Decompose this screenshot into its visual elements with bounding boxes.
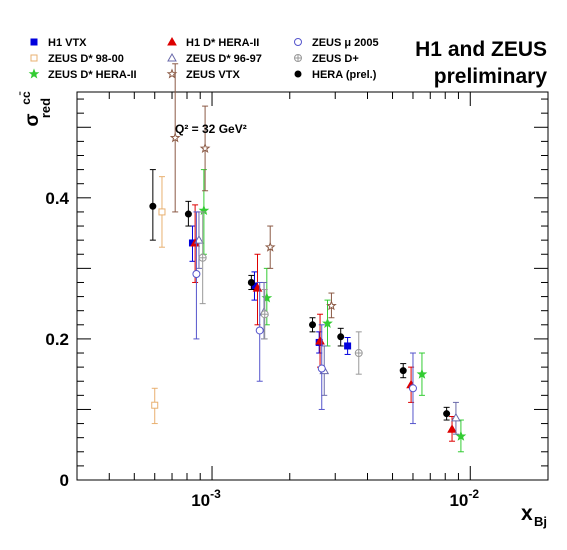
data-point — [455, 430, 467, 441]
legend-item-zeus-d-hera-ii: ZEUS D* HERA-II — [28, 68, 137, 81]
data-point — [169, 132, 181, 143]
data-point — [447, 424, 457, 433]
legend-label: ZEUS μ 2005 — [312, 37, 379, 49]
data-point — [344, 342, 352, 350]
legend-item-hera-prel: HERA (prel.) — [294, 69, 377, 81]
svg-text:red: red — [38, 98, 53, 118]
x-axis-label: x Bj — [521, 502, 547, 529]
series-zeus-d-98-00 — [151, 176, 166, 425]
data-point — [264, 241, 276, 252]
legend-marker — [30, 38, 38, 46]
data-point — [322, 317, 333, 328]
data-point — [326, 300, 337, 311]
data-points — [149, 63, 467, 453]
series-zeus-d — [198, 211, 363, 375]
legend-item-zeus-d-96-97: ZEUS D* 96-97 — [167, 52, 262, 65]
legend-marker — [294, 38, 302, 46]
data-point — [260, 310, 269, 319]
legend-item-h1-d-hera-ii: H1 D* HERA-II — [167, 36, 259, 49]
data-point — [151, 401, 159, 409]
legend-marker — [167, 52, 177, 62]
legend-label: H1 VTX — [48, 37, 87, 49]
data-point — [184, 210, 192, 218]
series-h1-d-hera-ii — [190, 204, 457, 442]
data-point — [416, 368, 428, 379]
data-point — [317, 364, 326, 373]
q2-annotation: Q² = 32 GeV² — [175, 122, 247, 136]
data-point — [399, 367, 407, 375]
legend-item-h1-vtx: H1 VTX — [30, 37, 87, 49]
legend-label: HERA (prel.) — [312, 69, 377, 81]
data-point — [158, 208, 166, 216]
x-axis-label-main: x — [521, 502, 533, 525]
legend-item-zeus-d: ZEUS D+ — [294, 53, 359, 65]
data-point — [198, 204, 210, 216]
legend-marker — [294, 70, 302, 78]
y-axis-label-sub: red — [38, 98, 53, 118]
data-point — [192, 270, 201, 279]
data-point — [408, 384, 417, 393]
data-point — [337, 333, 345, 341]
x-tick-label: 10-2 — [449, 487, 479, 510]
y-axis-label-sup: cc̄ — [19, 91, 33, 105]
series-zeus-vtx — [169, 63, 337, 319]
data-point — [354, 349, 363, 358]
legend-marker — [167, 36, 177, 46]
series-zeus-2005 — [192, 211, 417, 425]
data-point — [149, 202, 157, 210]
chart-title-line-2: preliminary — [434, 65, 548, 88]
legend-marker — [30, 54, 38, 62]
data-point — [443, 410, 451, 418]
y-tick-label: 0 — [60, 471, 69, 490]
svg-text:cc̄: cc̄ — [19, 91, 33, 105]
y-axis-label: σ red cc̄ — [19, 91, 53, 126]
data-point — [199, 142, 211, 153]
legend-label: ZEUS D* HERA-II — [48, 69, 137, 81]
legend-label: H1 D* HERA-II — [186, 37, 259, 49]
legend: H1 VTX ZEUS D* 98-00 ZEUS D* HERA-II H1 D* … — [28, 36, 379, 81]
legend-item-zeus-2005: ZEUS μ 2005 — [294, 37, 379, 49]
legend-marker — [166, 68, 178, 79]
legend-item-zeus-vtx: ZEUS VTX — [166, 68, 240, 81]
y-tick-label: 0.2 — [45, 330, 69, 349]
series-hera-prel — [149, 169, 451, 421]
data-point — [309, 321, 317, 329]
plot-frame — [76, 91, 549, 481]
legend-label: ZEUS VTX — [186, 69, 240, 81]
data-point — [247, 278, 255, 286]
legend-label: ZEUS D+ — [312, 53, 359, 65]
data-point — [194, 235, 204, 244]
chart-title-line-1: H1 and ZEUS — [415, 38, 547, 61]
legend-label: ZEUS D* 98-00 — [48, 53, 124, 65]
legend-marker — [28, 68, 40, 79]
data-point — [255, 326, 264, 335]
y-tick-label: 0.4 — [45, 189, 69, 208]
x-axis-label-sub: Bj — [534, 514, 547, 529]
legend-item-zeus-d-98-00: ZEUS D* 98-00 — [30, 53, 124, 65]
series-zeus-d-hera-ii — [198, 169, 467, 453]
legend-marker — [294, 54, 302, 62]
x-tick-label: 10-3 — [191, 487, 221, 510]
data-point — [198, 253, 207, 262]
svg-text:Bj: Bj — [534, 514, 547, 529]
legend-label: ZEUS D* 96-97 — [186, 53, 262, 65]
svg-text:σ: σ — [22, 114, 43, 127]
y-axis-label-main: σ — [22, 114, 43, 127]
axis-ticks: 10-3 10-2 0 0.2 0.4 — [45, 92, 549, 510]
svg-text:x: x — [521, 502, 533, 525]
data-point — [451, 412, 461, 422]
